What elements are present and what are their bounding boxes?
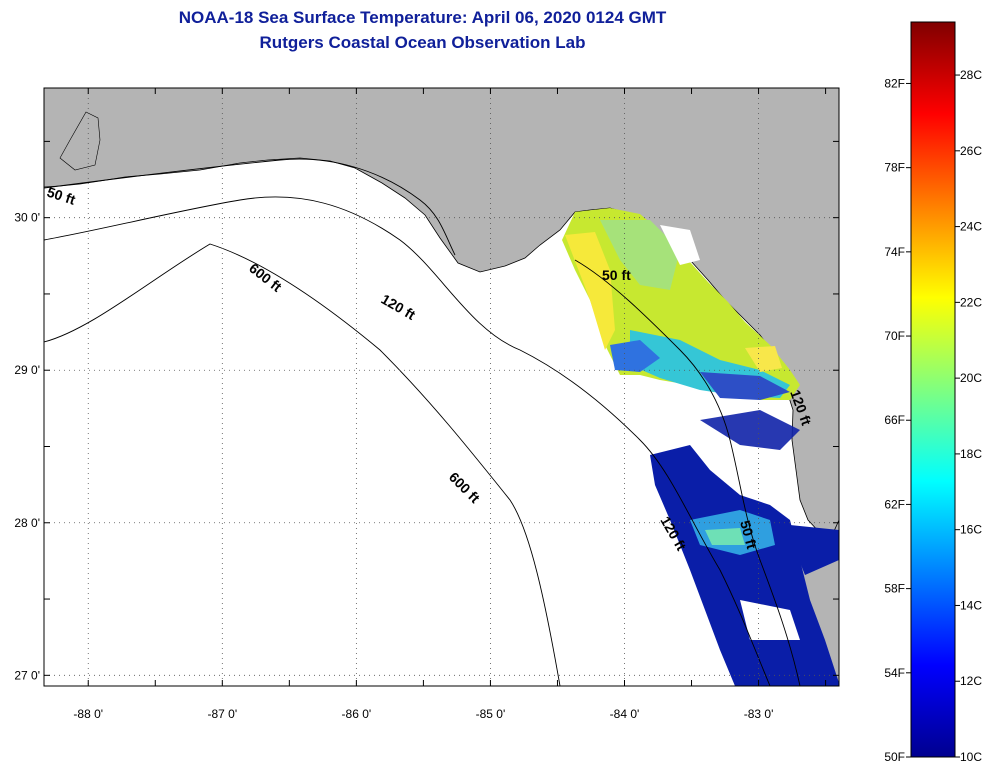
colorbar-fahrenheit-label: 58F — [884, 582, 905, 596]
colorbar-fahrenheit-label: 54F — [884, 666, 905, 680]
contour-600ft — [44, 243, 561, 686]
lat-tick-label: 30 0' — [14, 211, 40, 225]
map-frame — [43, 87, 840, 687]
contour-label: 50 ft — [602, 267, 631, 283]
colorbar-fahrenheit-label: 66F — [884, 413, 905, 427]
colorbar-celsius-label: 26C — [960, 144, 982, 158]
colorbar-fahrenheit-label: 50F — [884, 750, 905, 764]
colorbar-fahrenheit-label: 62F — [884, 497, 905, 511]
lon-tick-label: -85 0' — [476, 707, 506, 721]
colorbar-celsius-label: 10C — [960, 750, 982, 764]
colorbar-celsius-label: 14C — [960, 598, 982, 612]
colorbar-fahrenheit-label: 78F — [884, 161, 905, 175]
colorbar-fahrenheit-label: 70F — [884, 329, 905, 343]
colorbar-celsius-label: 18C — [960, 447, 982, 461]
lon-tick-label: -83 0' — [744, 707, 774, 721]
lon-tick-label: -87 0' — [207, 707, 237, 721]
lon-tick-label: -86 0' — [342, 707, 372, 721]
colorbar-celsius-label: 16C — [960, 523, 982, 537]
lon-tick-label: -88 0' — [73, 707, 103, 721]
colorbar-celsius-label: 22C — [960, 295, 982, 309]
colorbar-celsius-label: 20C — [960, 371, 982, 385]
lat-tick-label: 29 0' — [14, 363, 40, 377]
contour-50ft-east — [574, 259, 801, 686]
contour-label: 50 ft — [737, 519, 760, 551]
colorbar-celsius-label: 28C — [960, 68, 982, 82]
map-axes: -88 0' -87 0' -86 0' -85 0' -84 0' -83 0' 30 0… — [14, 88, 839, 721]
colorbar-gradient — [910, 21, 956, 758]
contour-120ft — [44, 196, 771, 686]
contour-50ft — [44, 158, 456, 256]
map-subtitle: Rutgers Coastal Ocean Observation Lab — [259, 33, 586, 52]
colorbar-celsius-label: 12C — [960, 674, 982, 688]
lon-tick-label: -84 0' — [610, 707, 640, 721]
lat-tick-label: 28 0' — [14, 516, 40, 530]
map-title: NOAA-18 Sea Surface Temperature: April 0… — [178, 8, 667, 27]
colorbar: 28C 26C 24C 22C 20C 18C 16C 14C 12C 10C 82F 78F 74F 7… — [884, 21, 982, 764]
colorbar-fahrenheit-label: 74F — [884, 245, 905, 259]
colorbar-celsius-label: 24C — [960, 220, 982, 234]
colorbar-fahrenheit-label: 82F — [884, 76, 905, 90]
lat-tick-label: 27 0' — [14, 668, 40, 682]
